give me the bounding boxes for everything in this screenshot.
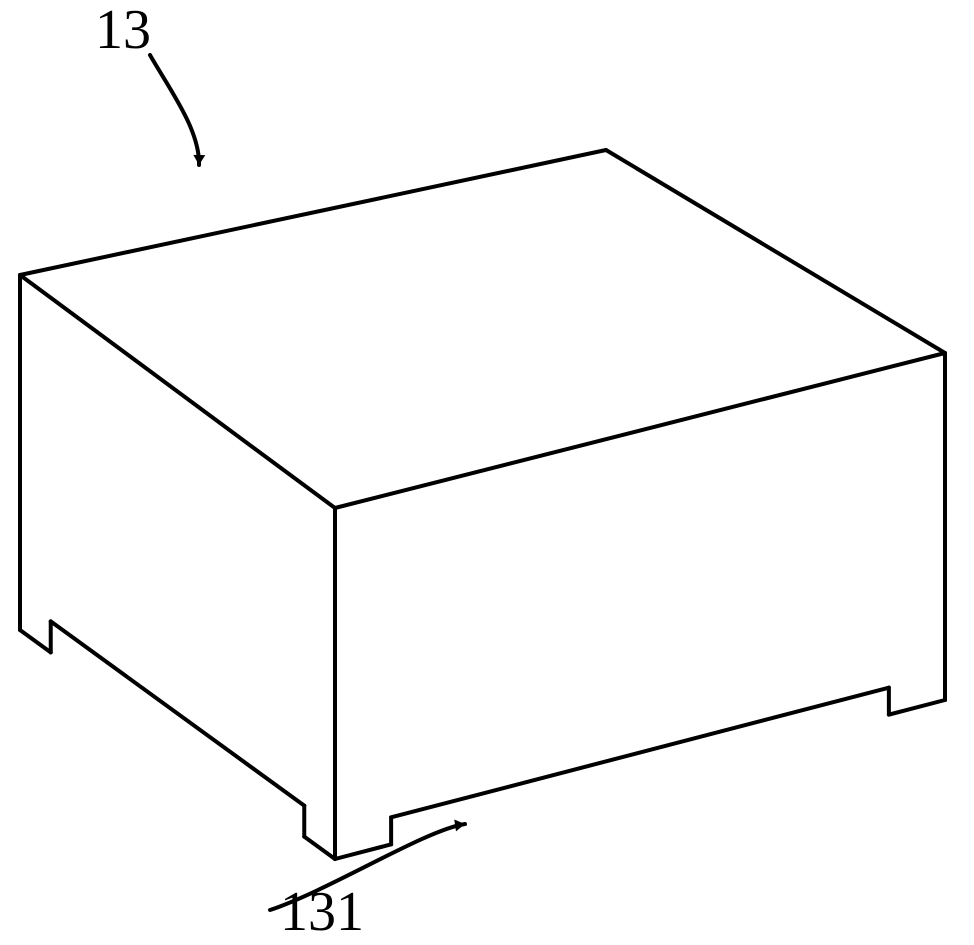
label-13: 13 (95, 0, 151, 61)
label-131: 131 (280, 881, 364, 943)
